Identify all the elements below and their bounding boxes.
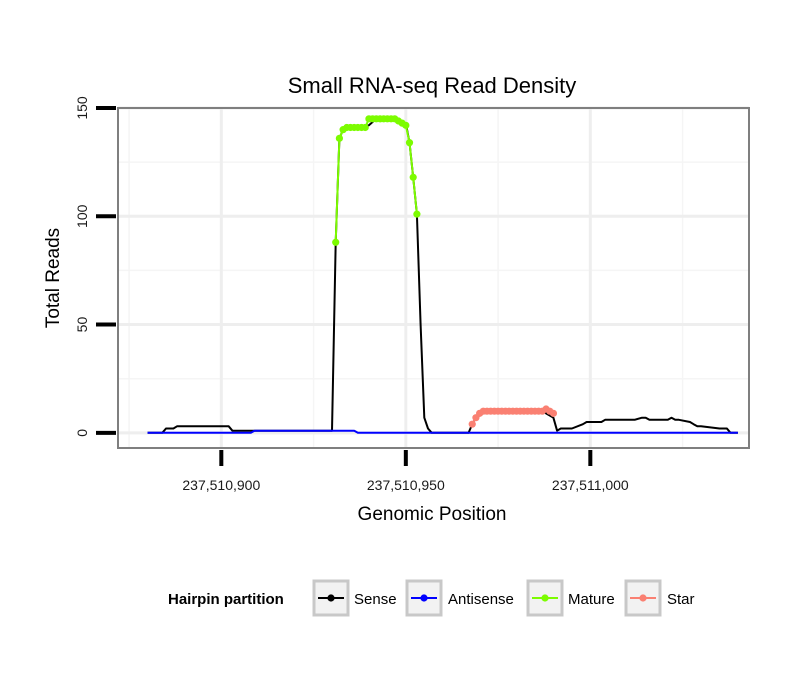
data-point-mature [409, 173, 417, 181]
data-point-mature [402, 121, 410, 129]
y-tick-label: 100 [74, 204, 90, 228]
data-point-mature [413, 210, 421, 218]
series-line-antisense [147, 429, 738, 434]
legend-label-star: Star [667, 591, 695, 608]
legend-label-mature: Mature [568, 591, 615, 608]
chart-title: Small RNA-seq Read Density [288, 73, 577, 98]
legend-key-point-star [639, 594, 647, 602]
x-tick-label: 237,510,950 [367, 477, 445, 493]
data-point-mature [361, 123, 369, 132]
data-point-star [549, 409, 558, 417]
y-axis-title: Total Reads [43, 228, 64, 328]
x-tick-label: 237,511,000 [552, 477, 629, 493]
x-axis-title: Genomic Position [358, 504, 507, 525]
legend-label-sense: Sense [354, 591, 397, 608]
y-tick-label: 150 [74, 96, 90, 120]
x-tick-label: 237,510,900 [182, 477, 260, 493]
legend: Hairpin partition Sense Antisense Mature St… [168, 579, 695, 617]
data-point-mature [335, 134, 344, 142]
y-tick-label: 0 [74, 429, 90, 437]
legend-title: Hairpin partition [168, 591, 284, 608]
legend-key-point-mature [541, 594, 549, 602]
legend-label-antisense: Antisense [448, 591, 514, 608]
plot-border [117, 107, 750, 449]
legend-key-point-antisense [420, 594, 428, 602]
y-tick-label: 50 [74, 317, 90, 333]
series-layer [147, 115, 738, 434]
data-point-star [468, 420, 476, 428]
plot-panel [118, 108, 749, 448]
y-axis: 0 50 100 150 [74, 96, 116, 437]
data-point-mature [332, 238, 340, 246]
legend-key-point-sense [327, 594, 335, 602]
x-axis: 237,510,900 237,510,950 237,511,000 [182, 450, 629, 493]
data-point-mature [405, 139, 414, 147]
